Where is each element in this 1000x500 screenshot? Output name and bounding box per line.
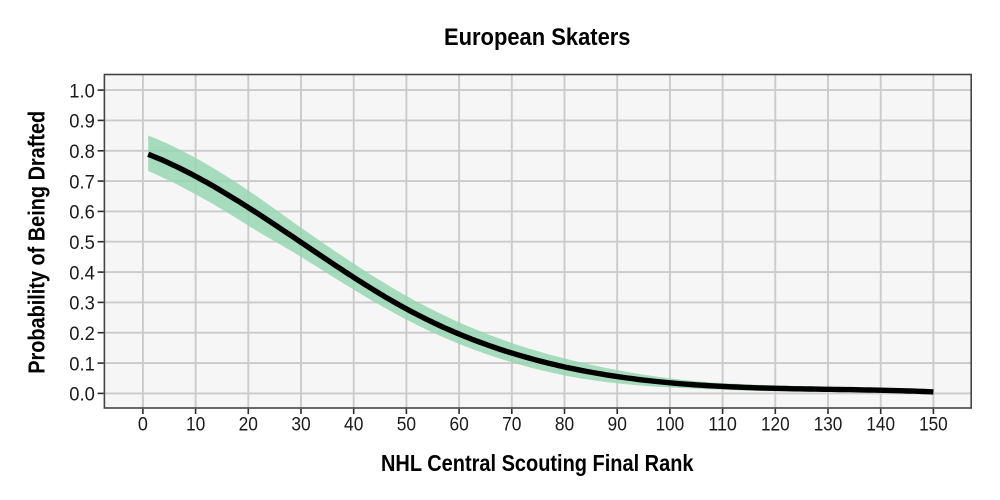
svg-text:120: 120: [761, 414, 790, 435]
svg-text:European Skaters: European Skaters: [444, 24, 631, 51]
svg-text:1.0: 1.0: [69, 81, 95, 102]
svg-text:10: 10: [186, 414, 205, 435]
svg-text:100: 100: [656, 414, 685, 435]
svg-text:0.3: 0.3: [69, 294, 95, 315]
svg-text:0.2: 0.2: [69, 324, 95, 345]
svg-text:NHL Central Scouting Final Ran: NHL Central Scouting Final Rank: [381, 450, 694, 476]
svg-text:Probability of Being Drafted: Probability of Being Drafted: [24, 111, 50, 374]
svg-text:0.8: 0.8: [69, 142, 95, 163]
svg-text:40: 40: [344, 414, 363, 435]
svg-text:130: 130: [814, 414, 843, 435]
svg-text:0.7: 0.7: [69, 172, 95, 193]
svg-text:0: 0: [138, 414, 148, 435]
svg-text:0.1: 0.1: [69, 354, 95, 375]
svg-text:0.6: 0.6: [69, 203, 95, 224]
svg-text:20: 20: [239, 414, 258, 435]
svg-text:80: 80: [555, 414, 574, 435]
svg-text:30: 30: [291, 414, 310, 435]
svg-text:0.0: 0.0: [69, 385, 95, 406]
svg-text:0.9: 0.9: [69, 112, 95, 133]
svg-text:50: 50: [397, 414, 416, 435]
svg-text:140: 140: [866, 414, 895, 435]
svg-text:70: 70: [502, 414, 521, 435]
svg-text:0.4: 0.4: [69, 263, 95, 284]
svg-text:150: 150: [919, 414, 948, 435]
svg-text:60: 60: [449, 414, 468, 435]
svg-text:90: 90: [608, 414, 627, 435]
svg-text:110: 110: [708, 414, 737, 435]
svg-text:0.5: 0.5: [69, 233, 95, 254]
